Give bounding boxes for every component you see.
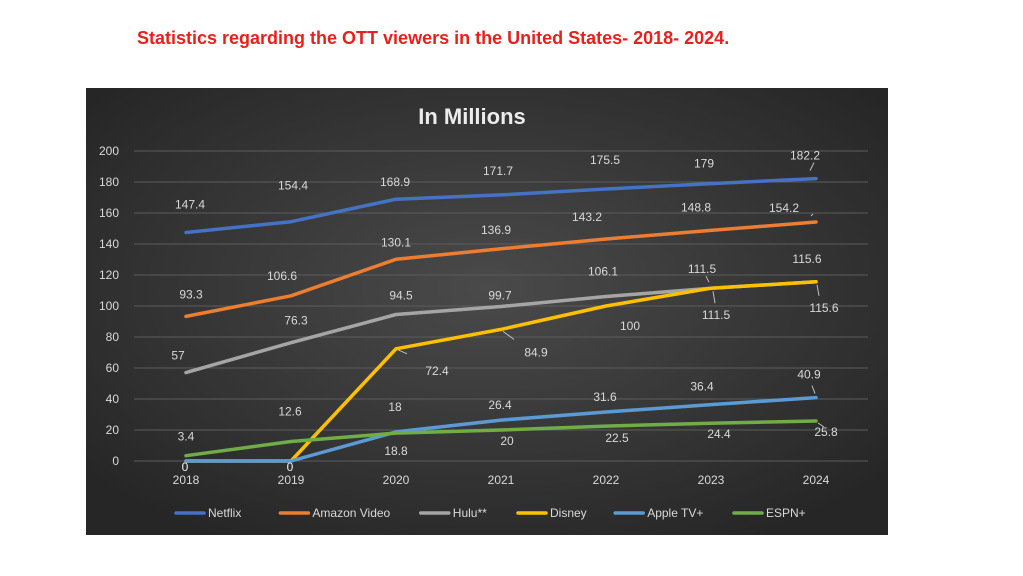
leader-line xyxy=(816,284,820,296)
x-tick-label: 2018 xyxy=(173,473,200,487)
data-label: 0 xyxy=(182,460,189,474)
data-label: 40.9 xyxy=(797,368,821,382)
data-label: 22.5 xyxy=(605,431,629,445)
data-label: 25.8 xyxy=(814,425,838,439)
data-label: 100 xyxy=(620,319,640,333)
data-label: 12.6 xyxy=(278,404,302,418)
leader-line xyxy=(705,275,710,283)
y-tick-label: 120 xyxy=(99,268,119,282)
x-tick-label: 2021 xyxy=(488,473,515,487)
data-label: 171.7 xyxy=(483,164,513,178)
series-line-4 xyxy=(184,395,818,463)
data-label: 57 xyxy=(171,349,185,363)
y-tick-label: 40 xyxy=(106,392,120,406)
leader-line xyxy=(502,331,515,340)
data-label: 168.9 xyxy=(380,175,410,189)
data-label: 72.4 xyxy=(425,364,449,378)
y-tick-label: 180 xyxy=(99,175,119,189)
page-title: Statistics regarding the OTT viewers in … xyxy=(137,28,730,48)
y-tick-label: 60 xyxy=(106,361,120,375)
data-label: 3.4 xyxy=(178,430,195,444)
data-label: 115.6 xyxy=(809,301,838,315)
data-label: 0 xyxy=(287,460,294,474)
y-tick-label: 100 xyxy=(99,299,119,313)
data-label: 148.8 xyxy=(681,200,711,214)
data-label: 106.6 xyxy=(267,269,297,283)
data-label: 99.7 xyxy=(488,288,512,302)
data-label: 24.4 xyxy=(707,427,731,441)
leader-line xyxy=(817,422,825,428)
leader-line xyxy=(811,385,816,394)
y-tick-label: 140 xyxy=(99,237,119,251)
data-label: 18 xyxy=(388,400,402,414)
line-chart: In Millions 020406080100120140160180200 … xyxy=(86,88,888,535)
data-label: 76.3 xyxy=(284,314,308,328)
data-label: 154.4 xyxy=(278,179,308,193)
legend-label: Hulu** xyxy=(453,506,487,520)
legend-label: Amazon Video xyxy=(312,506,390,520)
data-label: 111.5 xyxy=(688,262,717,276)
data-label: 175.5 xyxy=(590,153,620,167)
chart-title: In Millions xyxy=(418,104,526,129)
x-tick-label: 2020 xyxy=(383,473,410,487)
data-label: 106.1 xyxy=(588,265,618,279)
legend-label: Apple TV+ xyxy=(647,506,703,520)
data-label: 36.4 xyxy=(690,380,714,394)
leader-line xyxy=(809,162,815,171)
y-tick-label: 80 xyxy=(106,330,120,344)
data-label: 143.2 xyxy=(572,210,602,224)
y-tick-label: 0 xyxy=(112,454,119,468)
series-line-1 xyxy=(184,220,818,319)
data-label: 136.9 xyxy=(481,223,511,237)
leader-line xyxy=(810,213,814,217)
label-leader-lines xyxy=(397,162,825,428)
y-tick-label: 20 xyxy=(106,423,120,437)
data-label: 0 xyxy=(182,460,189,474)
series-line-0 xyxy=(184,176,818,235)
series-lines xyxy=(184,176,818,463)
data-label: 20 xyxy=(500,434,514,448)
y-tick-label: 160 xyxy=(99,206,119,220)
data-label: 147.4 xyxy=(175,198,205,212)
legend-label: Netflix xyxy=(208,506,241,520)
data-label: 182.2 xyxy=(790,149,820,163)
x-tick-label: 2019 xyxy=(278,473,305,487)
chart-panel: In Millions 0 20 40 60 80 100 120 140 160 180 200 … xyxy=(86,88,888,535)
data-label: 18.8 xyxy=(384,444,408,458)
data-label: 94.5 xyxy=(389,289,413,303)
x-axis-tick-labels: 2018 2019 2020 2021 2022 2023 2024 xyxy=(173,473,830,487)
y-axis-tick-labels: 0 20 40 60 80 100 120 140 160 180 200 xyxy=(99,144,119,468)
data-label: 93.3 xyxy=(179,287,203,301)
x-tick-label: 2023 xyxy=(698,473,725,487)
series-line-5 xyxy=(184,419,818,458)
legend-label: ESPN+ xyxy=(766,506,806,520)
data-label: 31.6 xyxy=(593,390,617,404)
legend-label: Disney xyxy=(550,506,587,520)
data-label: 179 xyxy=(694,157,714,171)
x-tick-label: 2024 xyxy=(803,473,830,487)
y-tick-label: 200 xyxy=(99,144,119,158)
data-label: 0 xyxy=(287,460,294,474)
leader-line xyxy=(712,291,716,304)
data-label: 154.2 xyxy=(769,201,799,215)
leader-line xyxy=(397,349,408,355)
data-label: 84.9 xyxy=(524,345,548,359)
data-label: 130.1 xyxy=(381,235,411,249)
data-label: 111.5 xyxy=(702,308,731,322)
data-label: 26.4 xyxy=(488,398,512,412)
data-label: 115.6 xyxy=(792,252,821,266)
x-tick-label: 2022 xyxy=(593,473,620,487)
legend: Netflix Amazon Video Hulu** Disney Apple TV+… xyxy=(174,506,806,520)
data-labels: 147.4 154.4 168.9 171.7 175.5 179 182.2 93.3 106… xyxy=(171,149,839,474)
